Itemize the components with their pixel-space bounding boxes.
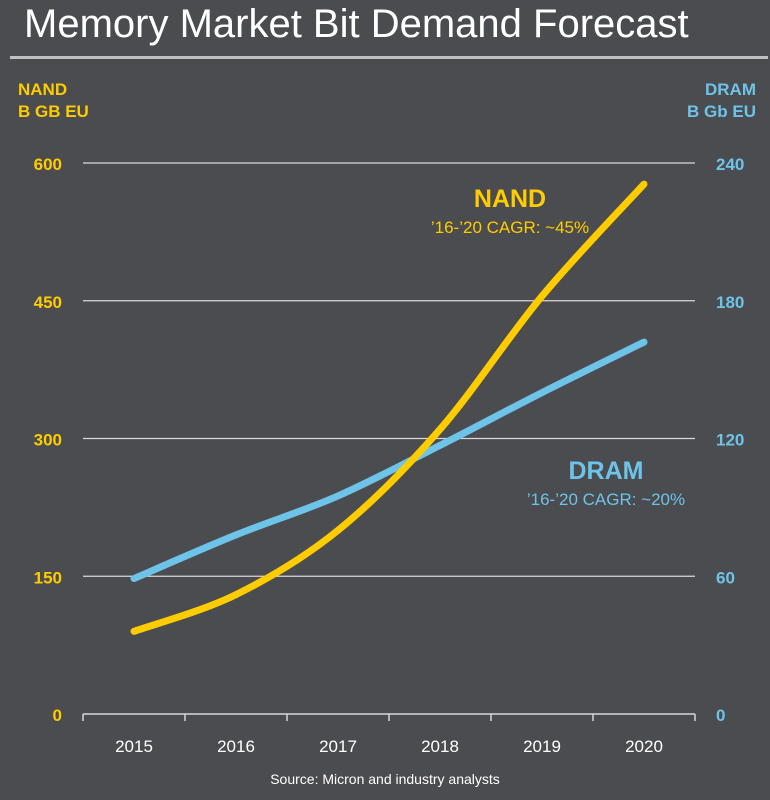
left-tick-label: 600 [34,155,62,174]
x-tick-label: 2017 [319,737,357,756]
right-axis-label-line1: DRAM [705,80,756,99]
left-axis-label-line2: B GB EU [18,102,89,121]
x-tick-label: 2019 [523,737,561,756]
x-tick-label: 2015 [115,737,153,756]
right-tick-label: 120 [716,431,744,450]
right-axis-label-line2: B Gb EU [687,102,756,121]
title-divider [10,56,768,59]
axes: 0 0 150 60 300 120 450 180 600 240 2015 2016 2017 201… [34,155,745,756]
right-axis-unit: DRAM B Gb EU [687,79,756,123]
left-axis-unit: NAND B GB EU [18,79,89,123]
left-axis-label-line1: NAND [18,80,68,99]
left-tick-label: 300 [34,431,62,450]
x-tick-label: 2020 [625,737,663,756]
right-tick-label: 60 [716,568,735,587]
series-name-dram: DRAM [569,457,644,485]
series-line-dram [130,338,648,583]
left-tick-label: 0 [53,706,62,725]
series-cagr-nand: ’16-’20 CAGR: ~45% [431,218,589,237]
series-cagr-dram: ’16-’20 CAGR: ~20% [527,490,685,509]
chart-title: Memory Market Bit Demand Forecast [24,2,689,46]
x-tick-label: 2018 [421,737,459,756]
right-tick-label: 240 [716,155,744,174]
source-note: Source: Micron and industry analysts [270,771,500,787]
series-line-nand [130,180,648,635]
x-tick-label: 2016 [217,737,255,756]
series-annotations: NAND ’16-’20 CAGR: ~45% DRAM ’16-’20 CAGR: … [431,185,685,509]
right-tick-label: 0 [716,706,725,725]
gridlines [83,162,695,577]
left-tick-label: 450 [34,293,62,312]
series-name-nand: NAND [474,185,546,213]
left-tick-label: 150 [34,568,62,587]
series-lines [130,180,648,635]
right-tick-label: 180 [716,293,744,312]
